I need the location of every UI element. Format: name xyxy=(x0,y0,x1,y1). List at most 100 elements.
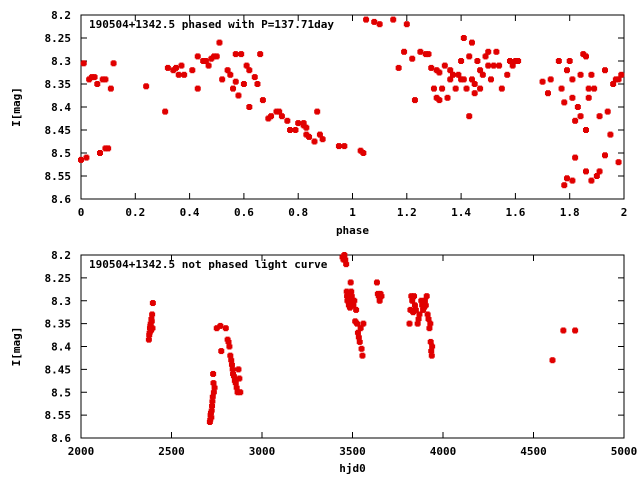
y-tick-label: 8.55 xyxy=(45,409,72,422)
x-tick-label: 1.6 xyxy=(505,206,525,219)
data-point-h xyxy=(604,109,611,114)
data-point-h xyxy=(425,52,432,57)
data-point xyxy=(447,67,454,74)
data-point-h xyxy=(429,344,436,349)
data-point xyxy=(569,76,576,83)
y-tick-label: 8.45 xyxy=(45,363,72,376)
data-point xyxy=(407,306,414,313)
data-point xyxy=(428,348,435,355)
data-point xyxy=(444,94,451,101)
data-point xyxy=(563,67,570,74)
data-point xyxy=(547,76,554,83)
y-axis-ticks: 8.2 8.25 8.3 8.35 8.4 8.45 8.5 8.55 8.6 xyxy=(45,9,624,206)
data-point xyxy=(219,76,226,83)
data-point xyxy=(425,316,432,323)
data-point-h xyxy=(359,353,366,358)
data-points xyxy=(145,252,579,425)
data-point-h xyxy=(601,68,608,73)
data-point xyxy=(560,327,567,334)
data-point xyxy=(604,108,611,115)
data-point-h xyxy=(210,381,217,386)
y-tick-label: 8.5 xyxy=(51,147,71,160)
data-point-h xyxy=(428,65,435,70)
y-tick-label: 8.4 xyxy=(51,101,71,114)
data-point xyxy=(97,150,104,156)
data-point-h xyxy=(474,59,481,63)
data-point-h xyxy=(572,328,579,333)
data-point-h xyxy=(417,49,424,54)
data-point-h xyxy=(591,86,598,91)
data-point xyxy=(232,78,239,85)
x-tick: 1.2 xyxy=(397,15,417,219)
data-point xyxy=(428,352,435,359)
data-point-h xyxy=(189,68,196,73)
data-point xyxy=(582,53,589,60)
data-point xyxy=(436,69,443,76)
data-point-h xyxy=(360,321,367,326)
data-point-h xyxy=(411,303,418,308)
x-tick-label: 2 xyxy=(621,206,628,219)
data-point-h xyxy=(227,353,234,358)
data-point xyxy=(80,60,87,67)
data-point xyxy=(276,108,283,115)
y-tick-label: 8.4 xyxy=(51,341,71,354)
data-point-h xyxy=(91,75,98,80)
x-tick-label: 1.8 xyxy=(560,206,580,219)
data-point-h xyxy=(376,298,383,303)
data-point-h xyxy=(208,56,215,61)
data-point-h xyxy=(287,128,294,132)
data-point-h xyxy=(341,144,348,149)
data-point-h xyxy=(439,86,446,91)
data-point xyxy=(107,85,114,92)
data-point-h xyxy=(414,321,421,326)
data-point xyxy=(425,51,432,58)
data-point xyxy=(350,302,357,309)
data-point xyxy=(580,51,587,58)
data-point xyxy=(433,94,440,101)
data-point xyxy=(341,143,348,150)
y-tick-label: 8.3 xyxy=(51,295,71,308)
data-point xyxy=(237,389,244,396)
data-point xyxy=(403,21,410,28)
data-point xyxy=(348,293,355,300)
data-point xyxy=(509,62,516,69)
x-tick-label: 3500 xyxy=(339,445,366,458)
data-point-h xyxy=(246,105,253,109)
data-point-h xyxy=(210,371,217,376)
y-tick-label: 8.45 xyxy=(45,124,72,137)
data-point xyxy=(485,62,492,69)
data-point xyxy=(427,320,434,327)
data-point xyxy=(213,325,220,332)
x-tick-label: 0 xyxy=(78,206,85,219)
y-tick-label: 8.5 xyxy=(51,386,71,399)
data-point xyxy=(490,62,497,69)
data-point xyxy=(376,297,383,304)
data-point-h xyxy=(143,84,150,89)
data-point xyxy=(433,67,440,74)
x-tick-label: 1.2 xyxy=(397,206,417,219)
data-point-h xyxy=(409,56,416,61)
data-point xyxy=(373,279,380,286)
y-tick: 8.45 xyxy=(45,124,624,137)
data-point xyxy=(418,297,425,304)
y-tick: 8.4 xyxy=(51,341,624,354)
data-point xyxy=(227,352,234,359)
data-point xyxy=(544,90,551,97)
data-point xyxy=(561,182,568,189)
data-point-h xyxy=(295,121,302,126)
data-point-h xyxy=(224,68,231,73)
data-point xyxy=(235,366,242,373)
x-tick-label: 4000 xyxy=(430,445,457,458)
x-tick: 4500 xyxy=(520,255,547,458)
x-tick-label: 2000 xyxy=(68,445,95,458)
x-axis-ticks: 0 0.2 0.4 0.6 0.8 1 1.2 1.4 1.6 1.8 2 xyxy=(78,15,628,219)
data-point xyxy=(246,67,253,74)
data-point xyxy=(415,316,422,323)
data-point-h xyxy=(618,72,625,77)
data-point-h xyxy=(230,374,237,379)
data-point xyxy=(558,85,565,92)
data-point-h xyxy=(449,72,456,77)
data-point-h xyxy=(149,312,156,317)
data-point-h xyxy=(561,100,568,105)
data-point xyxy=(582,127,589,133)
